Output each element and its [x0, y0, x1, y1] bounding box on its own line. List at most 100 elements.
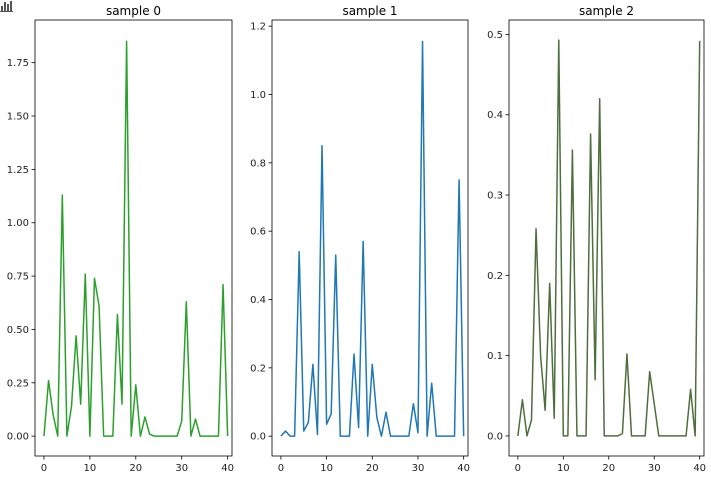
data-point [217, 435, 219, 437]
data-point [553, 417, 555, 419]
data-point [162, 435, 164, 437]
chart-panel-0: sample 0 0 10 20 30 40 0.00 0.25 0.50 0.75 1.00 1.2… [7, 4, 234, 474]
data-point [631, 435, 633, 437]
chart-panel-2: sample 2 0 10 20 30 40 0.0 0.1 0.2 0.3 0.4 0.5 [487, 4, 706, 474]
data-point [576, 435, 578, 437]
data-point [385, 411, 387, 413]
x-tick-label: 40 [693, 463, 706, 474]
x-tick-label: 0 [515, 463, 521, 474]
data-point [558, 39, 560, 41]
data-point [594, 379, 596, 381]
data-point [93, 277, 95, 279]
data-point [531, 419, 533, 421]
data-point [303, 430, 305, 432]
y-tick-label: 0.4 [487, 110, 503, 121]
x-tick-label: 10 [84, 463, 97, 474]
data-point [403, 435, 405, 437]
series-line [43, 40, 229, 437]
data-point [103, 435, 105, 437]
y-tick-label: 0.75 [7, 272, 29, 283]
data-point [422, 41, 424, 43]
x-tick-label: 30 [175, 463, 188, 474]
data-point [590, 133, 592, 135]
data-point [617, 435, 619, 437]
x-tick-label: 20 [129, 463, 142, 474]
axes-frame [508, 19, 705, 457]
data-point [649, 371, 651, 373]
data-point [298, 251, 300, 253]
data-point [635, 435, 637, 437]
data-point [181, 420, 183, 422]
y-tick-label: 0.2 [487, 271, 503, 282]
data-point [662, 435, 664, 437]
data-point [89, 435, 91, 437]
data-point [43, 435, 45, 437]
data-point [435, 435, 437, 437]
data-point [399, 435, 401, 437]
x-tick-label: 30 [648, 463, 661, 474]
data-point [644, 435, 646, 437]
data-point [621, 433, 623, 435]
data-point [307, 422, 309, 424]
data-point [107, 435, 109, 437]
data-point [204, 435, 206, 437]
data-point [116, 314, 118, 316]
y-tick-label: 1.2 [250, 22, 266, 33]
data-point [326, 423, 328, 425]
data-point [521, 399, 523, 401]
data-point [185, 301, 187, 303]
data-point [371, 363, 373, 365]
x-tick-label: 10 [320, 463, 333, 474]
y-tick-label: 1.0 [250, 90, 266, 101]
data-point [571, 149, 573, 151]
data-point [121, 403, 123, 405]
data-point [153, 435, 155, 437]
data-point [626, 353, 628, 355]
bar-chart-icon [0, 1, 13, 12]
series-line [280, 40, 465, 437]
data-point [280, 435, 282, 437]
data-point [599, 98, 601, 100]
data-point [412, 403, 414, 405]
x-tick-label: 0 [278, 463, 284, 474]
x-tick-label: 40 [221, 463, 234, 474]
y-tick-label: 1.75 [7, 58, 29, 69]
y-tick-label: 0.50 [7, 325, 29, 336]
data-point [199, 435, 201, 437]
data-point [685, 435, 687, 437]
data-point [681, 435, 683, 437]
data-point [71, 405, 73, 407]
data-point [690, 388, 692, 390]
data-point [84, 273, 86, 275]
x-tick-label: 20 [602, 463, 615, 474]
data-point [126, 40, 128, 42]
data-point [172, 435, 174, 437]
data-point [190, 435, 192, 437]
y-tick-label: 0.25 [7, 378, 29, 389]
data-point [358, 427, 360, 429]
data-point [608, 435, 610, 437]
data-point [80, 403, 82, 405]
data-point [294, 435, 296, 437]
data-point [380, 435, 382, 437]
chart-title: sample 1 [342, 4, 397, 18]
data-point [676, 435, 678, 437]
data-point [144, 416, 146, 418]
data-point [48, 380, 50, 382]
data-point [348, 435, 350, 437]
data-point [612, 435, 614, 437]
data-point [61, 194, 63, 196]
chart-title: sample 2 [579, 4, 634, 18]
x-tick-label: 10 [557, 463, 570, 474]
axes-frame [271, 19, 469, 457]
data-point [335, 254, 337, 256]
y-tick-label: 0.6 [250, 227, 266, 238]
data-point [526, 435, 528, 437]
data-point [653, 403, 655, 405]
data-point [167, 435, 169, 437]
y-tick-label: 0.4 [250, 295, 266, 306]
data-point [444, 435, 446, 437]
data-point [567, 435, 569, 437]
y-tick-label: 0.00 [7, 432, 29, 443]
data-point [394, 435, 396, 437]
